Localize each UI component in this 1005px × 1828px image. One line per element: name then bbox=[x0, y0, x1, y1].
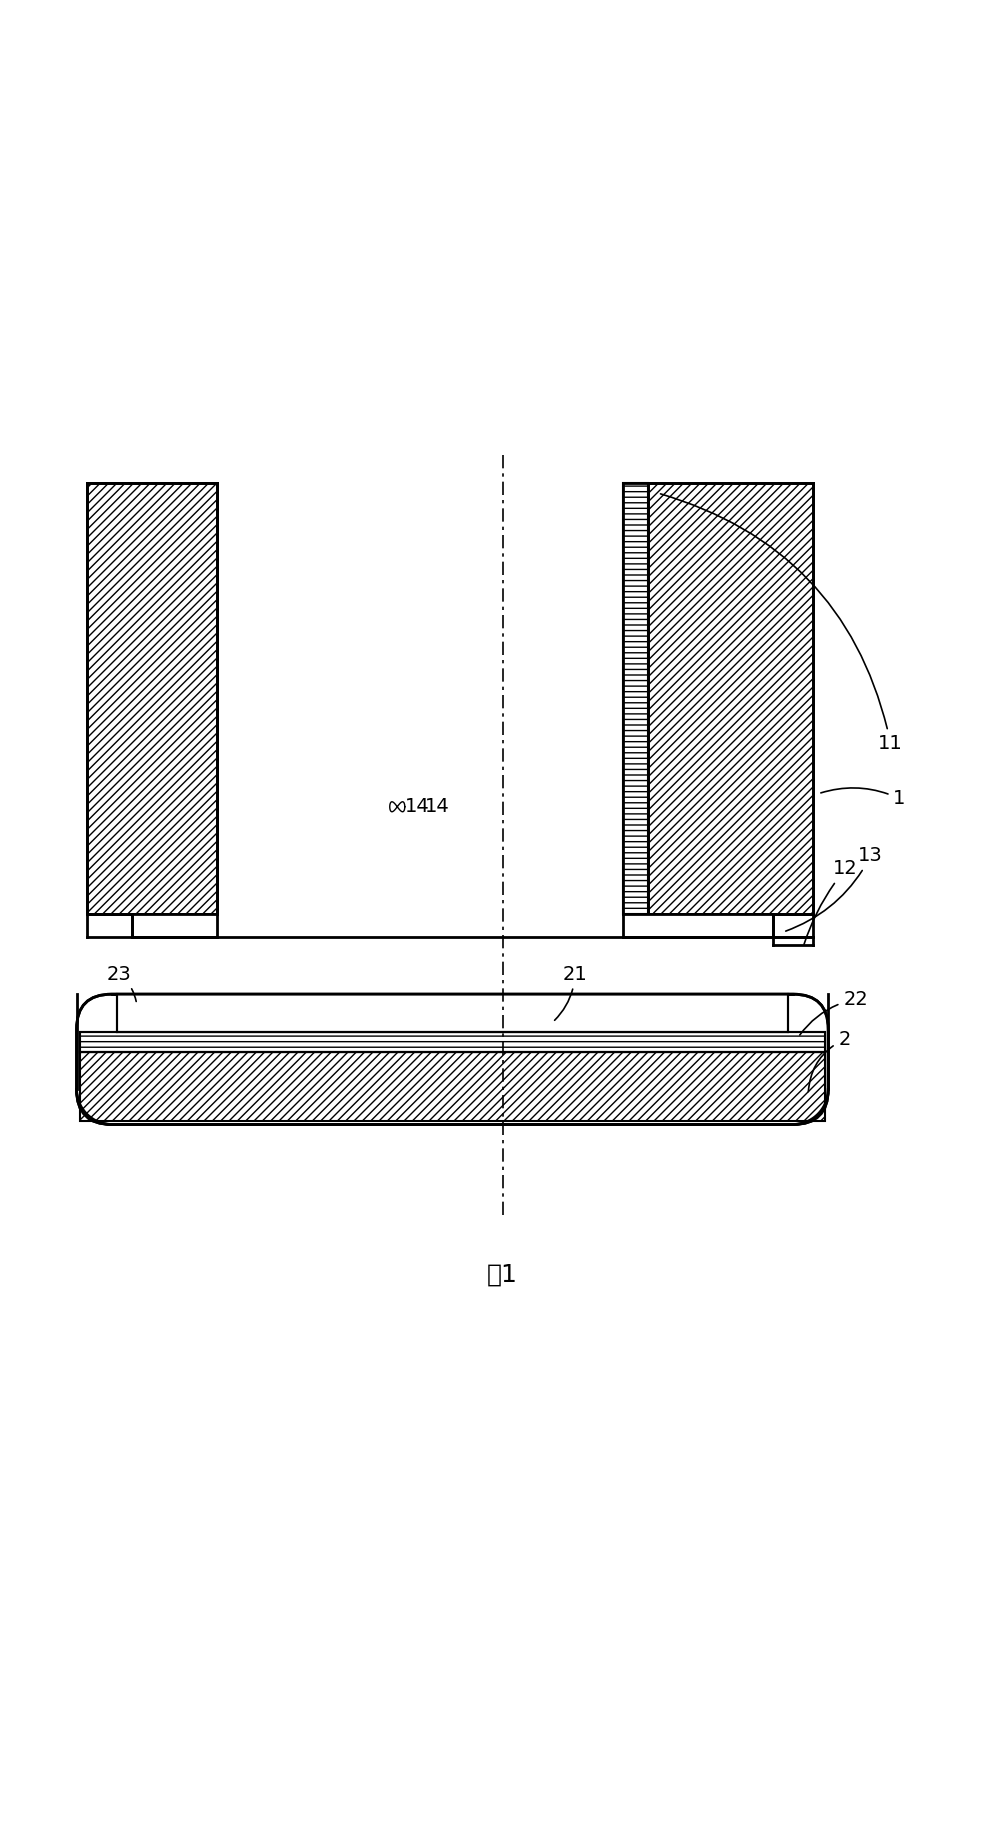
Text: 1: 1 bbox=[821, 788, 906, 808]
Polygon shape bbox=[648, 483, 813, 914]
Polygon shape bbox=[79, 1033, 825, 1053]
Polygon shape bbox=[623, 483, 648, 914]
Text: 14: 14 bbox=[425, 797, 449, 817]
FancyBboxPatch shape bbox=[76, 994, 828, 1124]
Polygon shape bbox=[86, 483, 217, 914]
Polygon shape bbox=[623, 914, 773, 938]
Text: 14: 14 bbox=[405, 797, 430, 817]
Text: 13: 13 bbox=[786, 846, 883, 930]
Text: 11: 11 bbox=[660, 494, 903, 753]
Polygon shape bbox=[132, 914, 217, 938]
Text: 21: 21 bbox=[555, 965, 587, 1020]
Polygon shape bbox=[79, 1053, 825, 1121]
Polygon shape bbox=[86, 483, 217, 914]
Text: 2: 2 bbox=[808, 1029, 850, 1091]
Text: 图1: 图1 bbox=[487, 1263, 518, 1287]
Text: 12: 12 bbox=[804, 859, 858, 945]
Polygon shape bbox=[117, 994, 788, 1033]
Text: 22: 22 bbox=[800, 989, 868, 1035]
Text: 23: 23 bbox=[107, 965, 137, 1002]
